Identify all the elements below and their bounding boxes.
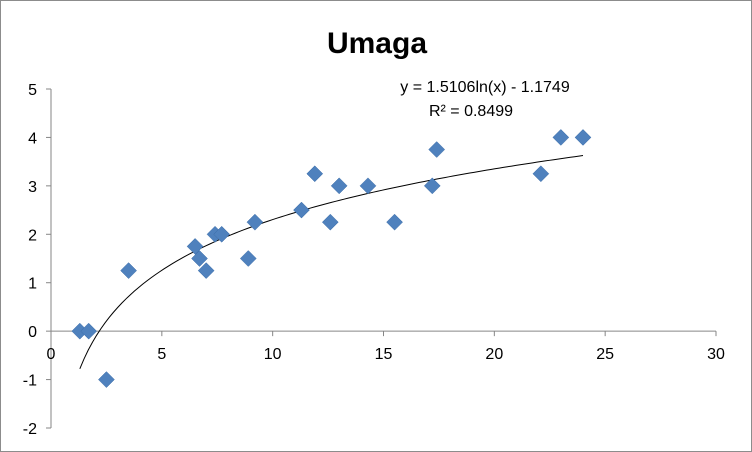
- data-point: [552, 129, 570, 146]
- x-tick-label: 30: [707, 346, 725, 363]
- data-point: [186, 238, 204, 255]
- data-point: [306, 165, 324, 183]
- y-tick-label: -1: [23, 373, 37, 390]
- x-axis-ticks: 0 5 10 15 20 25 30: [47, 331, 725, 363]
- data-point: [386, 213, 403, 231]
- data-point: [98, 371, 115, 388]
- y-tick-label: 1: [28, 276, 37, 293]
- data-point: [359, 177, 377, 195]
- y-tick-label: 3: [28, 179, 37, 196]
- y-tick-label: 5: [28, 82, 37, 99]
- data-point: [423, 177, 441, 195]
- data-point: [80, 322, 98, 340]
- y-tick-label: 4: [28, 130, 37, 147]
- x-tick-label: 25: [596, 346, 614, 363]
- y-tick-label: 0: [28, 324, 37, 341]
- data-point: [321, 213, 339, 231]
- trendline-equation: y = 1.5106ln(x) - 1.1749: [400, 79, 570, 96]
- data-point: [532, 165, 550, 183]
- data-point: [330, 177, 348, 195]
- trendline-r-squared: R² = 0.8499: [429, 103, 513, 120]
- data-point: [197, 262, 215, 279]
- x-tick-label: 20: [485, 346, 503, 363]
- y-tick-label: -2: [23, 421, 37, 438]
- x-tick-label: 10: [264, 346, 282, 363]
- data-points: [71, 129, 592, 388]
- data-point: [120, 262, 137, 279]
- chart-title: Umaga: [327, 27, 427, 60]
- axes: [50, 89, 716, 428]
- y-tick-label: 2: [28, 227, 37, 244]
- data-point: [574, 129, 592, 146]
- x-tick-label: 5: [157, 346, 166, 363]
- data-point: [428, 141, 446, 158]
- data-point: [213, 225, 231, 243]
- data-point: [246, 213, 264, 231]
- trendline: [79, 155, 584, 370]
- x-tick-label: 0: [47, 346, 56, 363]
- y-axis-ticks: -2 -1 0 1 2 3 4 5: [23, 82, 51, 438]
- x-tick-label: 15: [375, 346, 393, 363]
- data-point: [191, 250, 208, 267]
- data-point: [239, 250, 257, 267]
- data-point: [293, 201, 310, 219]
